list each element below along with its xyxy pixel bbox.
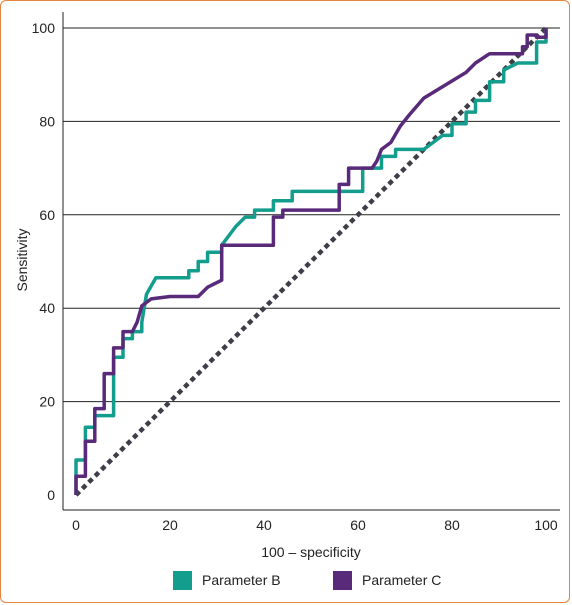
y-tick-labels: 0 20 40 60 80 100 (32, 20, 56, 503)
x-tick-label: 100 (534, 517, 558, 533)
series-line-parameter-c (74, 28, 548, 495)
y-tick-label: 80 (39, 113, 55, 129)
legend: Parameter B Parameter C (0, 569, 572, 591)
x-tick-labels: 0 20 40 60 80 100 (72, 517, 558, 533)
y-axis-title: Sensitivity (14, 228, 30, 291)
reference-diagonal-line (74, 26, 548, 497)
y-tick-label: 20 (39, 394, 55, 410)
x-tick-label: 0 (72, 517, 80, 533)
legend-item-parameter-b: Parameter B (173, 569, 281, 591)
y-tick-label: 0 (47, 487, 55, 503)
x-tick-label: 60 (350, 517, 366, 533)
y-tick-label: 100 (32, 20, 56, 36)
y-tick-label: 40 (39, 300, 55, 316)
series-layer (74, 26, 548, 497)
legend-swatch-parameter-b (173, 570, 192, 590)
legend-item-parameter-c: Parameter C (333, 569, 441, 591)
x-tick-label: 40 (256, 517, 272, 533)
legend-swatch-parameter-c (333, 570, 352, 590)
gridlines (63, 27, 560, 403)
x-axis-title: 100 – specificity (261, 544, 361, 560)
x-tick-label: 20 (162, 517, 178, 533)
x-tick-label: 80 (444, 517, 460, 533)
legend-label-parameter-b: Parameter B (202, 572, 281, 588)
legend-label-parameter-c: Parameter C (362, 572, 442, 588)
y-tick-label: 60 (39, 207, 55, 223)
